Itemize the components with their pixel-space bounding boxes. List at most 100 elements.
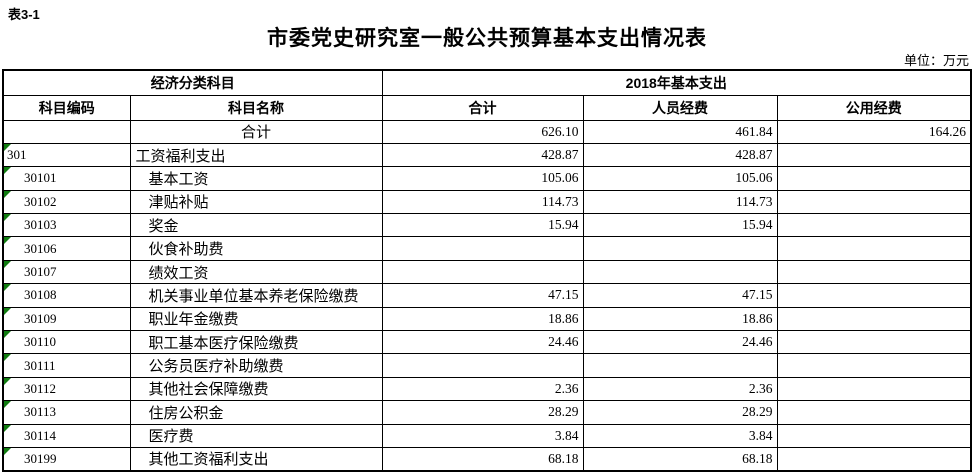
cell-subject-name: 机关事业单位基本养老保险缴费: [129, 283, 383, 308]
cell-public-funds: [776, 306, 972, 332]
subject-code: 30111: [24, 357, 56, 373]
table-row: 30199 其他工资福利支出 68.18 68.18: [2, 446, 972, 472]
header-group-row: 经济分类科目 2018年基本支出: [2, 69, 972, 96]
cell-subject-code: 30114: [2, 423, 131, 448]
cell-total: [381, 236, 584, 261]
column-header-personnel-funds: 人员经费: [582, 94, 778, 121]
cell-subject-code: 30102: [2, 189, 131, 215]
table-body: 合计 626.10 461.84 164.26 301 工资福利支出 428.8…: [2, 119, 972, 472]
table-row: 30106 伙食补助费: [2, 236, 972, 261]
cell-subject-name: 伙食补助费: [129, 236, 383, 261]
cell-personnel-funds: 47.15: [582, 283, 778, 308]
cell-public-funds: 164.26: [776, 119, 972, 144]
error-flag-triangle-icon: [4, 425, 11, 432]
subject-code: 30106: [24, 240, 57, 256]
cell-subject-name: 工资福利支出: [129, 142, 383, 168]
cell-total: 28.29: [381, 400, 584, 425]
cell-public-funds: [776, 166, 972, 191]
cell-total: 626.10: [381, 119, 584, 144]
cell-public-funds: [776, 446, 972, 472]
table-header: 经济分类科目 2018年基本支出 科目编码 科目名称 合计 人员经费 公用经费: [2, 69, 972, 121]
error-flag-triangle-icon: [4, 237, 11, 245]
cell-subject-name: 奖金: [129, 213, 383, 238]
table-row: 30112 其他社会保障缴费 2.36 2.36: [2, 376, 972, 402]
cell-subject-name: 医疗费: [129, 423, 383, 448]
subject-code: 30102: [24, 193, 57, 209]
error-flag-triangle-icon: [4, 144, 11, 151]
budget-table: 经济分类科目 2018年基本支出 科目编码 科目名称 合计 人员经费 公用经费 …: [2, 69, 972, 472]
cell-total: 428.87: [381, 142, 584, 168]
error-flag-triangle-icon: [4, 378, 11, 385]
unit-label: 单位：万元: [903, 53, 969, 68]
table-row: 301 工资福利支出 428.87 428.87: [2, 142, 972, 168]
cell-total: [381, 353, 584, 378]
cell-personnel-funds: 28.29: [582, 400, 778, 425]
subject-code: 30199: [24, 450, 57, 466]
cell-subject-code: 30106: [2, 236, 131, 261]
subject-code: 301: [7, 147, 27, 163]
cell-subject-name: 基本工资: [129, 166, 383, 191]
subject-code: 30112: [24, 380, 57, 396]
table-row: 30101 基本工资 105.06 105.06: [2, 166, 972, 191]
subject-code: 30110: [24, 334, 57, 350]
subject-code: 30101: [24, 170, 57, 186]
cell-subject-name: 职业年金缴费: [129, 306, 383, 332]
table-row: 30114 医疗费 3.84 3.84: [2, 423, 972, 448]
cell-subject-code: 30101: [2, 166, 131, 191]
subject-code: 30103: [24, 217, 57, 233]
cell-public-funds: [776, 353, 972, 378]
error-flag-triangle-icon: [4, 331, 11, 339]
error-flag-triangle-icon: [4, 308, 11, 315]
cell-subject-code: 30103: [2, 213, 131, 238]
cell-subject-code: 30108: [2, 283, 131, 308]
cell-total: 114.73: [381, 189, 584, 215]
cell-public-funds: [776, 259, 972, 285]
cell-total: 105.06: [381, 166, 584, 191]
cell-total: [381, 259, 584, 285]
cell-subject-name: 其他工资福利支出: [129, 446, 383, 472]
cell-subject-code: 30199: [2, 446, 131, 472]
cell-total: 18.86: [381, 306, 584, 332]
column-header-subject-code: 科目编码: [2, 94, 131, 121]
subject-code: 30107: [24, 264, 57, 280]
cell-personnel-funds: 2.36: [582, 376, 778, 402]
cell-total: 68.18: [381, 446, 584, 472]
table-row: 30111 公务员医疗补助缴费: [2, 353, 972, 378]
cell-subject-code: 301: [2, 142, 131, 168]
error-flag-triangle-icon: [4, 354, 11, 362]
error-flag-triangle-icon: [4, 448, 11, 455]
cell-subject-name: 公务员医疗补助缴费: [129, 353, 383, 378]
table-row: 30110 职工基本医疗保险缴费 24.46 24.46: [2, 330, 972, 355]
cell-public-funds: [776, 142, 972, 168]
table-row: 合计 626.10 461.84 164.26: [2, 119, 972, 144]
cell-subject-name: 津贴补贴: [129, 189, 383, 215]
cell-subject-name: 住房公积金: [129, 400, 383, 425]
cell-personnel-funds: [582, 259, 778, 285]
cell-subject-name: 合计: [129, 119, 383, 144]
error-flag-triangle-icon: [4, 261, 11, 268]
error-flag-triangle-icon: [4, 214, 11, 222]
column-header-total: 合计: [381, 94, 584, 121]
page-title: 市委党史研究室一般公共预算基本支出情况表: [267, 27, 707, 50]
cell-subject-code: 30111: [2, 353, 131, 378]
cell-public-funds: [776, 400, 972, 425]
cell-public-funds: [776, 189, 972, 215]
cell-subject-code: 30110: [2, 330, 131, 355]
subject-code: 30114: [24, 427, 57, 443]
cell-personnel-funds: 18.86: [582, 306, 778, 332]
cell-total: 3.84: [381, 423, 584, 448]
cell-subject-name: 绩效工资: [129, 259, 383, 285]
header-basic-expenditure-2018: 2018年基本支出: [381, 69, 972, 96]
header-economic-classification: 经济分类科目: [2, 69, 383, 96]
cell-total: 15.94: [381, 213, 584, 238]
table-row: 30113 住房公积金 28.29 28.29: [2, 400, 972, 425]
cell-subject-name: 职工基本医疗保险缴费: [129, 330, 383, 355]
cell-subject-code: 30109: [2, 306, 131, 332]
cell-personnel-funds: 24.46: [582, 330, 778, 355]
cell-personnel-funds: 105.06: [582, 166, 778, 191]
header-columns-row: 科目编码 科目名称 合计 人员经费 公用经费: [2, 94, 972, 121]
cell-personnel-funds: 428.87: [582, 142, 778, 168]
table-row: 30103 奖金 15.94 15.94: [2, 213, 972, 238]
cell-public-funds: [776, 213, 972, 238]
